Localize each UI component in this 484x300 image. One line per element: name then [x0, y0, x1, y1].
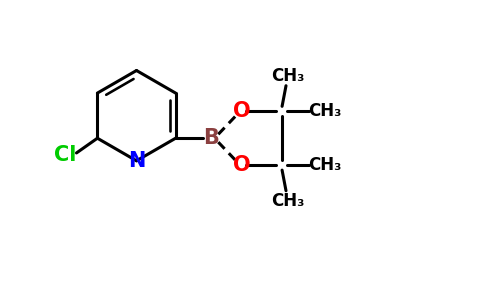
Text: CH₃: CH₃ [272, 67, 304, 85]
Text: CH₃: CH₃ [272, 191, 304, 209]
Text: O: O [232, 101, 250, 121]
Text: CH₃: CH₃ [309, 156, 342, 174]
Text: CH₃: CH₃ [309, 102, 342, 120]
Text: O: O [232, 155, 250, 175]
Text: Cl: Cl [54, 146, 76, 165]
Text: B: B [203, 128, 219, 148]
Text: N: N [128, 151, 145, 171]
